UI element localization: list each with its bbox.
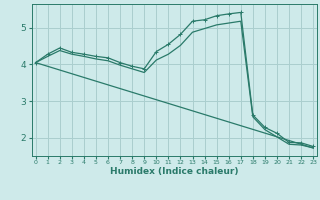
X-axis label: Humidex (Indice chaleur): Humidex (Indice chaleur) [110,167,239,176]
